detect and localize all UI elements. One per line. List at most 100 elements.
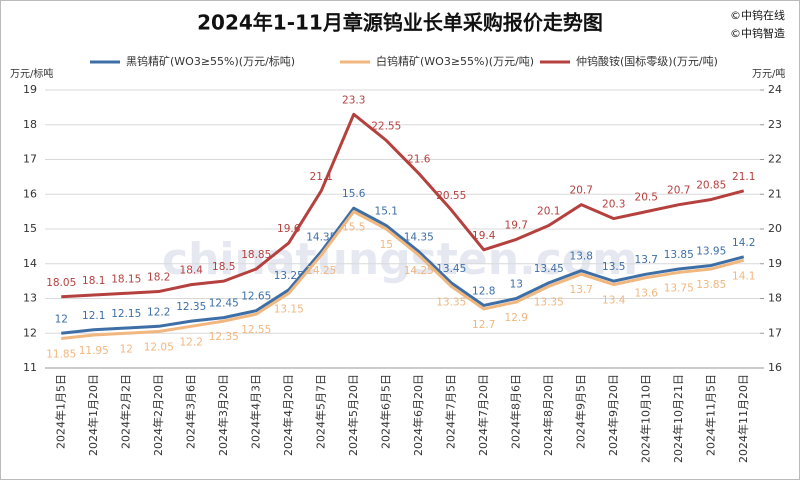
data-label: 18.85 bbox=[241, 249, 271, 261]
data-label: 22.55 bbox=[371, 120, 401, 132]
data-label: 13.5 bbox=[602, 261, 625, 273]
data-label: 12.45 bbox=[209, 298, 239, 310]
data-label: 18.4 bbox=[180, 265, 204, 277]
y-tick-label: 12 bbox=[23, 326, 37, 339]
x-tick-label: 2024年5月7日 bbox=[313, 374, 327, 449]
data-label: 13.7 bbox=[635, 254, 658, 266]
series-line bbox=[61, 206, 745, 335]
x-tick-label: 2024年4月20日 bbox=[281, 374, 295, 456]
y-tick-label: 13 bbox=[23, 292, 37, 305]
y2-tick-label: 21 bbox=[768, 187, 782, 200]
data-label: 13 bbox=[510, 279, 523, 291]
data-label: 15.6 bbox=[342, 188, 366, 200]
data-label: 12.05 bbox=[144, 342, 174, 354]
y2-tick-label: 16 bbox=[768, 361, 782, 374]
data-label: 23.3 bbox=[342, 94, 365, 106]
data-label: 14.35 bbox=[404, 232, 434, 244]
x-tick-label: 2024年10月10日 bbox=[638, 374, 652, 463]
data-label: 12.35 bbox=[209, 331, 239, 343]
data-label: 18.15 bbox=[111, 273, 141, 285]
series-line bbox=[61, 112, 745, 299]
y2-tick-label: 19 bbox=[768, 257, 782, 270]
x-tick-label: 2024年4月3日 bbox=[248, 374, 262, 449]
data-label: 21.1 bbox=[310, 171, 333, 183]
x-tick-label: 2024年7月5日 bbox=[443, 374, 457, 449]
chart-title: 2024年1-11月章源钨业长单采购报价走势图 bbox=[197, 11, 603, 35]
data-label: 13.35 bbox=[436, 296, 466, 308]
x-tick-label: 2024年1月20日 bbox=[86, 374, 100, 456]
data-label: 18.2 bbox=[147, 272, 170, 284]
data-label: 13.75 bbox=[664, 282, 694, 294]
y2-tick-label: 18 bbox=[768, 292, 782, 305]
data-label: 13.4 bbox=[602, 295, 626, 307]
y-tick-label: 16 bbox=[23, 187, 37, 200]
data-label: 12 bbox=[120, 343, 133, 355]
x-tick-label: 2024年11月20日 bbox=[736, 374, 750, 463]
y-tick-label: 15 bbox=[23, 222, 37, 235]
y2-tick-label: 17 bbox=[768, 326, 782, 339]
data-label: 11.95 bbox=[79, 345, 109, 357]
data-label: 12.35 bbox=[176, 301, 206, 313]
x-tick-label: 2024年9月20日 bbox=[606, 374, 620, 456]
data-label: 12.1 bbox=[82, 310, 105, 322]
x-tick-label: 2024年11月5日 bbox=[703, 374, 717, 456]
data-label: 15 bbox=[380, 239, 393, 251]
data-label: 12.15 bbox=[111, 308, 141, 320]
y2-axis-label: 万元/吨 bbox=[752, 67, 785, 80]
data-label: 13.6 bbox=[635, 288, 659, 300]
data-label: 14.1 bbox=[732, 270, 755, 282]
data-label: 13.25 bbox=[274, 270, 304, 282]
data-label: 11.85 bbox=[46, 348, 76, 360]
legend-label: 白钨精矿(WO3≥55%)(万元/吨) bbox=[376, 54, 534, 68]
data-label: 18.5 bbox=[212, 261, 235, 273]
data-label: 12.2 bbox=[180, 336, 203, 348]
y2-tick-label: 22 bbox=[768, 153, 782, 166]
data-label: 20.7 bbox=[570, 185, 593, 197]
x-tick-label: 2024年6月5日 bbox=[378, 374, 392, 449]
data-label: 14.2 bbox=[732, 237, 755, 249]
y-tick-label: 17 bbox=[23, 153, 37, 166]
data-label: 12.65 bbox=[241, 291, 271, 303]
data-label: 13.45 bbox=[436, 263, 466, 275]
y-axis-label: 万元/标吨 bbox=[10, 67, 53, 80]
data-label: 12.55 bbox=[241, 324, 271, 336]
y-tick-label: 18 bbox=[23, 118, 37, 131]
data-label: 13.85 bbox=[696, 279, 726, 291]
data-label: 13.7 bbox=[570, 284, 593, 296]
y-tick-label: 14 bbox=[23, 257, 37, 270]
data-label: 19.7 bbox=[505, 219, 528, 231]
x-tick-label: 2024年1月5日 bbox=[53, 374, 67, 449]
series-line bbox=[61, 210, 745, 340]
x-tick-label: 2024年2月20日 bbox=[151, 374, 165, 456]
x-tick-label: 2024年10月21日 bbox=[671, 374, 685, 463]
data-label: 12.2 bbox=[147, 306, 170, 318]
legend-label: 仲钨酸铵(国标零级)(万元/吨) bbox=[576, 54, 718, 68]
data-label: 20.3 bbox=[602, 199, 625, 211]
copyright: ©中钨智造 bbox=[730, 26, 785, 40]
x-tick-label: 2024年2月2日 bbox=[118, 374, 132, 449]
data-label: 12 bbox=[55, 313, 68, 325]
x-tick-label: 2024年9月5日 bbox=[573, 374, 587, 449]
data-label: 18.1 bbox=[82, 275, 105, 287]
legend-label: 黑钨精矿(WO3≥55%)(万元/标吨) bbox=[126, 54, 295, 68]
data-label: 15.1 bbox=[375, 206, 398, 218]
data-label: 20.1 bbox=[537, 206, 560, 218]
y-tick-label: 11 bbox=[23, 361, 37, 374]
data-label: 20.5 bbox=[635, 192, 658, 204]
data-label: 19.4 bbox=[472, 230, 496, 242]
y-tick-label: 19 bbox=[23, 83, 37, 96]
x-tick-label: 2024年3月6日 bbox=[183, 374, 197, 449]
y2-tick-label: 20 bbox=[768, 222, 782, 235]
x-tick-label: 2024年7月20日 bbox=[476, 374, 490, 456]
y2-tick-label: 24 bbox=[768, 83, 782, 96]
x-tick-label: 2024年3月20日 bbox=[216, 374, 230, 456]
data-label: 19.6 bbox=[277, 223, 301, 235]
data-label: 13.35 bbox=[534, 296, 564, 308]
x-tick-label: 2024年5月20日 bbox=[346, 374, 360, 456]
data-label: 13.15 bbox=[274, 303, 304, 315]
y2-tick-label: 23 bbox=[768, 118, 782, 131]
data-label: 20.55 bbox=[436, 190, 466, 202]
data-label: 12.8 bbox=[472, 285, 495, 297]
